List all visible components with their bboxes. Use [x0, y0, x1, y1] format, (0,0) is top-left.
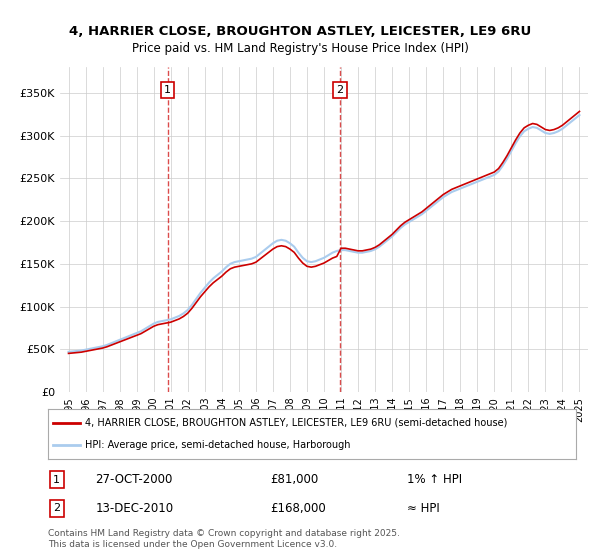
Text: Contains HM Land Registry data © Crown copyright and database right 2025.
This d: Contains HM Land Registry data © Crown c…	[48, 529, 400, 549]
Text: 1: 1	[53, 474, 60, 484]
Text: 4, HARRIER CLOSE, BROUGHTON ASTLEY, LEICESTER, LE9 6RU: 4, HARRIER CLOSE, BROUGHTON ASTLEY, LEIC…	[69, 25, 531, 38]
Text: 1% ↑ HPI: 1% ↑ HPI	[407, 473, 462, 486]
Text: 13-DEC-2010: 13-DEC-2010	[95, 502, 173, 515]
Text: Price paid vs. HM Land Registry's House Price Index (HPI): Price paid vs. HM Land Registry's House …	[131, 42, 469, 55]
Text: 1: 1	[164, 85, 171, 95]
Text: 2: 2	[337, 85, 344, 95]
Text: HPI: Average price, semi-detached house, Harborough: HPI: Average price, semi-detached house,…	[85, 440, 350, 450]
Text: £81,000: £81,000	[270, 473, 318, 486]
Text: 27-OCT-2000: 27-OCT-2000	[95, 473, 173, 486]
Text: £168,000: £168,000	[270, 502, 326, 515]
Text: 4, HARRIER CLOSE, BROUGHTON ASTLEY, LEICESTER, LE9 6RU (semi-detached house): 4, HARRIER CLOSE, BROUGHTON ASTLEY, LEIC…	[85, 418, 508, 428]
Text: 2: 2	[53, 503, 61, 514]
Text: ≈ HPI: ≈ HPI	[407, 502, 440, 515]
